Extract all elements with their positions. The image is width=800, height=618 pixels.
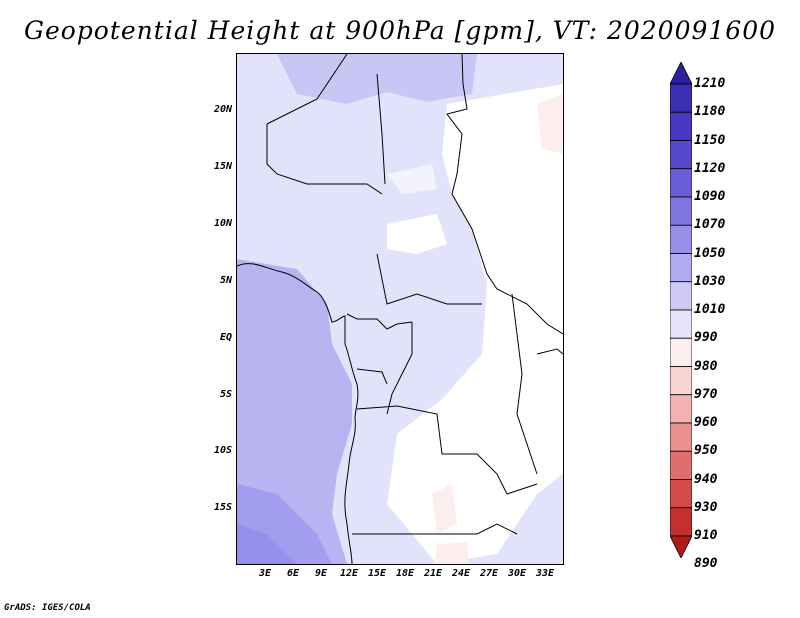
border-east [451,193,563,335]
field-980-990-ne [537,94,563,154]
colorbar-segment [669,450,693,480]
lon-label-21e: 21E [423,568,443,579]
colorbar-label: 1210 [694,76,726,91]
border-congo-north [346,313,413,330]
border-north-1 [376,73,386,185]
colorbar-label: 1120 [694,160,726,176]
border-nw [266,54,348,125]
colorbar-label: 890 [694,556,718,572]
colorbar-label: 940 [694,471,718,487]
colorbar-segment [669,168,693,198]
colorbar-segment [669,337,693,367]
lat-label-15n: 15N [213,161,232,172]
geopotential-map [237,54,563,564]
lon-label-24e: 24E [451,568,471,579]
lon-label-27e: 27E [479,568,499,579]
colorbar [669,61,693,562]
colorbar-segment [669,111,693,141]
lon-label-30e: 30E [507,568,527,579]
lat-label-5s: 5S [219,389,232,400]
lat-label-5n: 5N [219,275,232,286]
colorbar-segment [669,224,693,254]
lon-label-12e: 12E [339,568,359,579]
colorbar-label: 1090 [694,189,726,204]
colorbar-bottom-arrow [669,535,693,559]
field-sahel-light [387,164,437,194]
lon-label-33e: 33E [535,568,555,579]
colorbar-label: 1180 [694,104,726,120]
colorbar-label: 1150 [694,132,726,148]
border-north-2 [446,54,468,195]
lat-label-10s: 10S [213,445,232,456]
colorbar-segment [669,309,693,339]
colorbar-label: 930 [694,499,718,515]
field-990-1010-east [387,84,563,564]
colorbar-label: 950 [694,443,718,459]
colorbar-label: 990 [694,330,718,346]
atlantic-coastline [237,263,359,564]
lat-label-15s: 15S [213,502,232,513]
colorbar-label: 910 [694,528,718,543]
colorbar-label: 960 [694,415,718,430]
border-sahel [266,124,383,195]
map-title: Geopotential Height at 900hPa [gpm], VT:… [23,16,777,45]
country-borders [237,54,563,564]
field-1050-1070-sw [237,524,297,564]
colorbar-segment [669,422,693,452]
colorbar-top-arrow [669,61,693,85]
colorbar-label: 1050 [694,245,726,261]
colorbar-segment [669,83,693,113]
map-panel [236,53,564,565]
colorbar-segment [669,394,693,424]
lon-label-6e: 6E [286,568,300,579]
colorbar-strip [669,61,693,559]
lon-label-3e: 3E [258,568,272,579]
colorbar-label: 1030 [694,273,726,289]
border-south-1 [356,405,538,495]
colorbar-segment [669,479,693,509]
lat-label-10n: 10N [213,218,232,229]
field-980-990-south1 [432,484,457,534]
colorbar-label: 970 [694,386,718,402]
colorbar-label: 1010 [694,302,726,317]
colorbar-label: 1070 [694,217,726,233]
lon-label-15e: 15E [367,568,387,579]
colorbar-segment [669,281,693,311]
border-central [376,253,482,305]
field-1030-1050-west [237,259,352,564]
border-congo-west [386,322,413,415]
border-gabon [356,368,388,385]
lake-victoria-edge [536,348,563,355]
grads-credit: GrADS: IGES/COLA [4,603,91,613]
colorbar-segment [669,507,693,537]
border-south-2 [352,523,518,535]
field-990-1010-center [387,214,447,254]
lat-label-20n: 20N [213,104,232,115]
lat-label-eq: EQ [219,332,232,343]
colorbar-label: 980 [694,358,718,374]
lon-label-18e: 18E [395,568,415,579]
colorbar-segment [669,366,693,396]
border-rift [511,293,538,475]
colorbar-segment [669,253,693,283]
lon-label-9e: 9E [314,568,328,579]
colorbar-segment [669,196,693,226]
colorbar-segment [669,140,693,170]
field-980-990-south2 [435,542,469,564]
